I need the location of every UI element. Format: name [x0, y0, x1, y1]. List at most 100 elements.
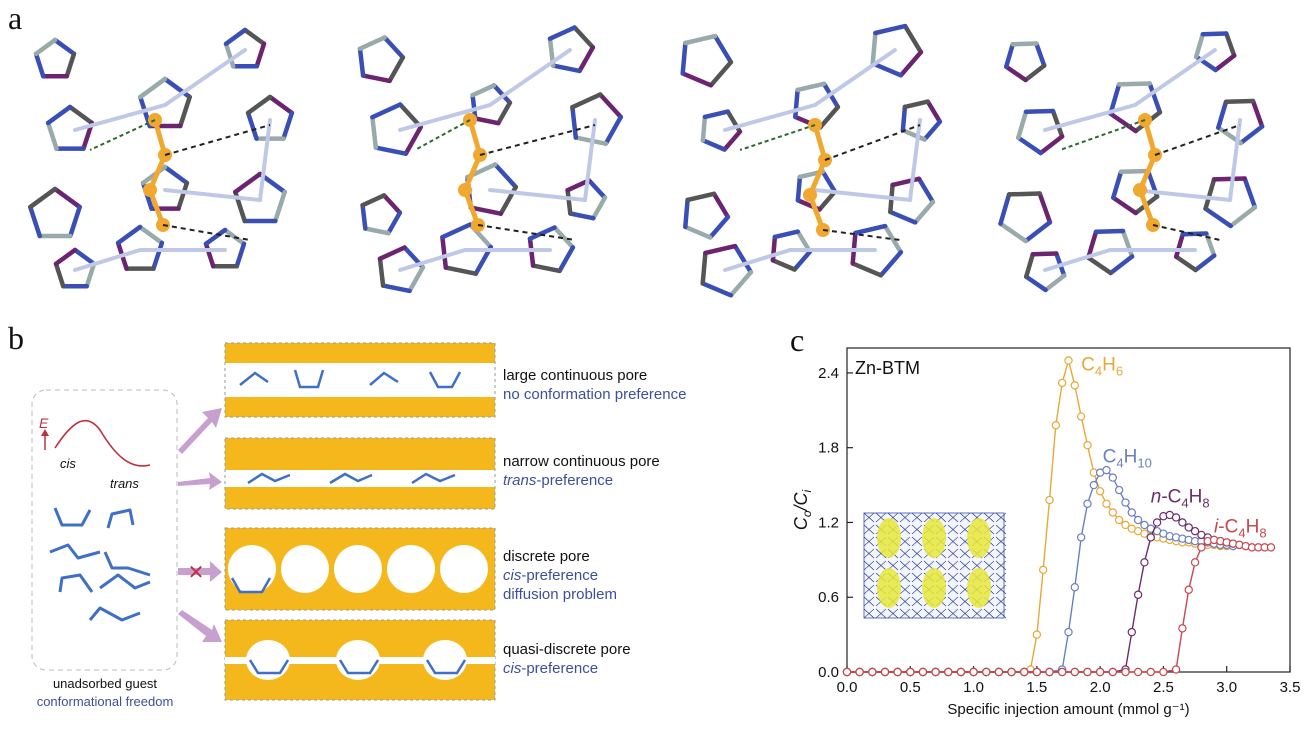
data-point-C4H10 [1127, 508, 1136, 517]
data-point-i-C4H8 [982, 667, 991, 677]
data-point-i-C4H8 [969, 667, 978, 677]
energy-trans-label: trans [110, 476, 139, 491]
data-point-i-C4H8 [855, 667, 864, 677]
guest-title: unadsorbed guest [53, 676, 157, 691]
data-point-n-C4H8 [1152, 518, 1162, 527]
y-tick-label: 0.6 [818, 589, 839, 606]
data-point-C4H6 [1057, 378, 1067, 388]
data-point-i-C4H8 [1057, 667, 1067, 677]
data-point-C4H6 [1114, 515, 1124, 525]
data-point-C4H10 [1108, 473, 1117, 482]
data-point-i-C4H8 [1032, 667, 1042, 677]
data-point-C4H10 [1121, 498, 1130, 507]
guest-box [31, 389, 178, 671]
data-point-C4H6 [1038, 565, 1048, 575]
pore-2-note-rest: -preference [536, 472, 614, 489]
molecular-structure-3 [680, 23, 943, 298]
data-point-i-C4H8 [1019, 667, 1029, 677]
x-tick-label: 3.0 [1216, 679, 1237, 696]
x-tick-label: 2.5 [1153, 679, 1174, 696]
data-point-n-C4H8 [1184, 523, 1193, 532]
data-point-i-C4H8 [1146, 667, 1155, 677]
data-point-n-C4H8 [1178, 518, 1187, 527]
y-tick-label: 1.8 [818, 440, 839, 457]
series-label-C4H10: C4H10 [1103, 447, 1152, 471]
data-point-i-C4H8 [842, 667, 852, 677]
data-point-i-C4H8 [1159, 667, 1168, 677]
series-label-i-C4H8: i-C4H8 [1214, 516, 1267, 540]
data-point-i-C4H8 [880, 667, 890, 677]
data-point-C4H10 [1089, 480, 1099, 490]
x-tick-label: 1.5 [1026, 679, 1047, 696]
pore-1-note: no conformation preference [503, 386, 687, 403]
guest-subtitle: conformational freedom [37, 694, 174, 709]
panel-label-c: c [790, 322, 805, 358]
pore-4-title: quasi-discrete pore [503, 641, 631, 658]
inset-label: Zn-BTM [855, 358, 920, 378]
data-point-C4H10 [1076, 533, 1086, 542]
inset-structure-image [863, 512, 1007, 619]
data-point-i-C4H8 [1133, 667, 1143, 677]
data-point-n-C4H8 [1127, 627, 1136, 637]
pore-2-title: narrow continuous pore [503, 453, 660, 470]
data-point-n-C4H8 [1133, 590, 1143, 599]
blocked-mark: ✕ [188, 562, 205, 584]
panel-label-a: a [8, 0, 23, 36]
series-label-n-C4H8: n-C4H8 [1151, 487, 1210, 511]
data-point-i-C4H8 [1083, 667, 1092, 677]
data-point-i-C4H8 [1007, 667, 1016, 677]
data-point-n-C4H8 [1190, 526, 1200, 536]
chart-series [842, 356, 1276, 677]
data-point-i-C4H8 [944, 667, 953, 677]
data-point-C4H6 [1032, 630, 1042, 639]
data-point-i-C4H8 [994, 667, 1004, 677]
series-label-C4H6: C4H6 [1081, 354, 1123, 378]
energy-cis-label: cis [60, 456, 76, 471]
pore-4-note-italic: cis [503, 660, 522, 677]
pore-3-note-rest: -preference [521, 567, 599, 584]
pore-label-4: quasi-discrete pore cis-preference [503, 640, 631, 678]
pore-large-continuous [224, 342, 496, 418]
energy-arrowhead [41, 429, 49, 436]
data-point-C4H10 [1133, 515, 1143, 525]
pore-narrow-continuous [224, 437, 496, 510]
data-point-C4H6 [1070, 381, 1080, 390]
data-point-C4H10 [1064, 627, 1073, 637]
molecular-structure-1 [28, 27, 295, 289]
pore-4-note-rest: -preference [521, 660, 599, 677]
data-point-i-C4H8 [868, 667, 877, 677]
y-axis-label: Co/Ci [791, 489, 814, 530]
molecular-structure-2 [357, 25, 624, 294]
energy-axis-label: E [39, 415, 49, 431]
pore-3-note-italic: cis [503, 567, 522, 584]
data-point-i-C4H8 [931, 667, 940, 677]
y-tick-label: 1.2 [818, 514, 839, 531]
data-point-C4H10 [1070, 583, 1080, 592]
data-point-C4H6 [1102, 499, 1111, 508]
data-point-C4H10 [1114, 485, 1124, 495]
y-tick-label: 0.0 [818, 664, 839, 681]
data-point-i-C4H8 [918, 667, 928, 677]
x-tick-label: 3.5 [1280, 679, 1301, 696]
data-point-n-C4H8 [1171, 513, 1181, 522]
data-point-i-C4H8 [893, 667, 902, 677]
data-point-C4H6 [1108, 508, 1117, 517]
pore-discrete [224, 527, 496, 611]
data-point-i-C4H8 [1095, 667, 1105, 677]
axis-ticks: 0.0 0.5 1.0 1.5 2.0 2.5 3.0 3.5 0.0 0.6 1.2 1.8 2.4 [818, 365, 1300, 696]
pore-schematic: E cis trans unadsorbed guest conformatio… [31, 342, 496, 709]
y-tick-label: 2.4 [818, 365, 839, 382]
x-tick-label: 1.0 [963, 679, 984, 696]
data-point-C4H6 [1051, 421, 1061, 430]
data-point-i-C4H8 [1171, 665, 1181, 674]
data-point-C4H6 [1064, 356, 1073, 365]
pore-arrows [178, 408, 222, 642]
data-point-i-C4H8 [1190, 558, 1200, 567]
data-point-i-C4H8 [906, 667, 915, 677]
pore-1-title: large continuous pore [503, 367, 648, 384]
data-point-C4H10 [1140, 520, 1149, 530]
pore-label-2: narrow continuous pore trans-preference [503, 452, 660, 490]
pore-2-note-italic: trans [503, 472, 537, 489]
data-point-i-C4H8 [1070, 667, 1080, 677]
guest-molecules [49, 507, 151, 622]
